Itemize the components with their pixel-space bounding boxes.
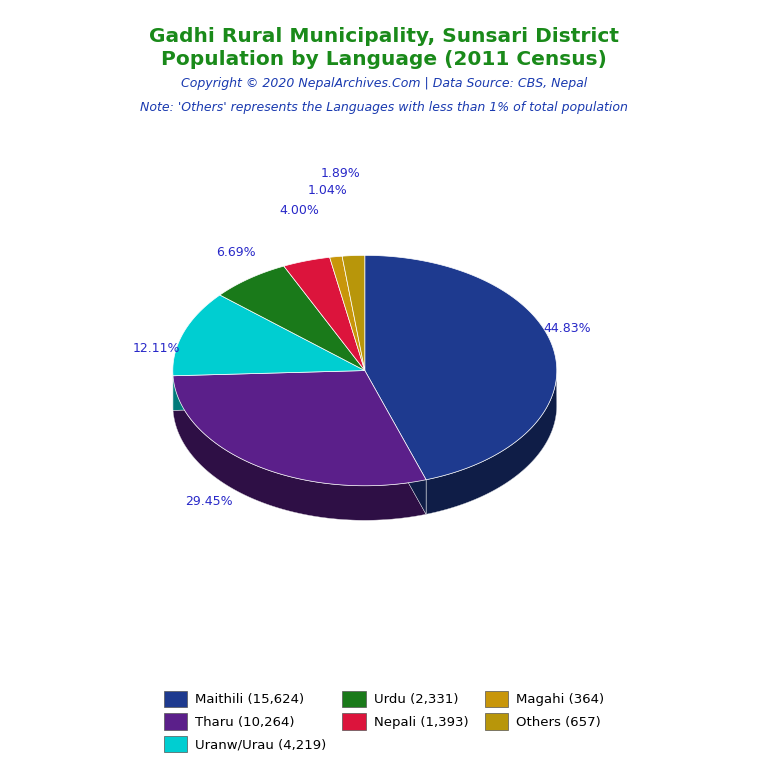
Polygon shape: [173, 370, 365, 410]
Polygon shape: [173, 329, 365, 410]
Polygon shape: [173, 406, 426, 520]
Polygon shape: [220, 266, 365, 370]
Polygon shape: [173, 370, 426, 485]
Polygon shape: [426, 372, 557, 515]
Polygon shape: [284, 257, 365, 370]
Text: 4.00%: 4.00%: [280, 204, 319, 217]
Text: Note: 'Others' represents the Languages with less than 1% of total population: Note: 'Others' represents the Languages …: [140, 101, 628, 114]
Polygon shape: [365, 255, 557, 480]
Polygon shape: [365, 370, 426, 515]
Polygon shape: [329, 257, 365, 370]
Text: 1.04%: 1.04%: [308, 184, 348, 197]
Polygon shape: [173, 295, 365, 376]
Text: 12.11%: 12.11%: [133, 342, 180, 355]
Polygon shape: [365, 290, 557, 515]
Text: Gadhi Rural Municipality, Sunsari District: Gadhi Rural Municipality, Sunsari Distri…: [149, 27, 619, 46]
Polygon shape: [173, 376, 426, 520]
Polygon shape: [365, 370, 426, 515]
Text: 29.45%: 29.45%: [186, 495, 233, 508]
Text: Copyright © 2020 NepalArchives.Com | Data Source: CBS, Nepal: Copyright © 2020 NepalArchives.Com | Dat…: [181, 77, 587, 90]
Text: Population by Language (2011 Census): Population by Language (2011 Census): [161, 50, 607, 69]
Text: 1.89%: 1.89%: [321, 167, 360, 180]
Polygon shape: [173, 370, 365, 410]
Text: 44.83%: 44.83%: [543, 322, 591, 335]
Text: 6.69%: 6.69%: [217, 247, 256, 260]
Legend: Maithili (15,624), Tharu (10,264), Uranw/Urau (4,219), Urdu (2,331), Nepali (1,3: Maithili (15,624), Tharu (10,264), Uranw…: [158, 686, 610, 757]
Polygon shape: [342, 255, 365, 370]
